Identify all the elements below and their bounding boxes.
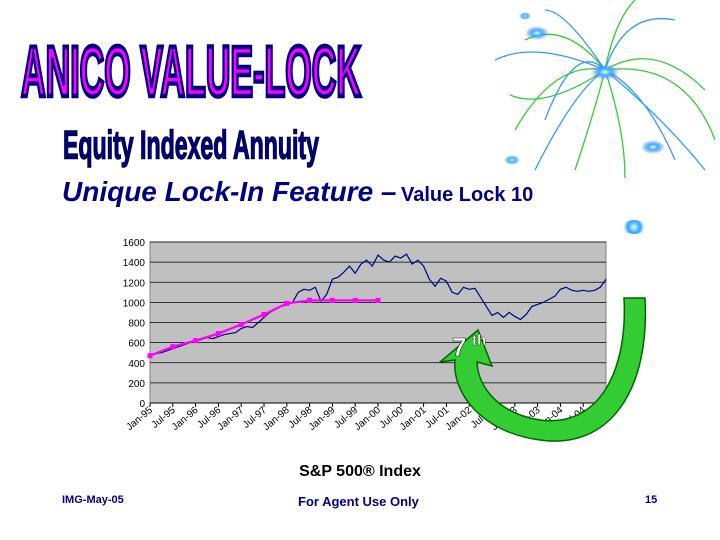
- headline-suffix: Value Lock 10: [400, 184, 534, 206]
- series-marker: [352, 297, 358, 303]
- y-tick-label: 400: [128, 359, 145, 370]
- x-axis-label: S&P 500® Index: [299, 463, 421, 480]
- y-tick-label: 0: [139, 399, 145, 410]
- series-marker: [261, 311, 267, 317]
- brand-title-logo: ANICO VALUE-LOCK: [19, 29, 362, 108]
- x-tick-label: Jan-02: [444, 405, 475, 433]
- y-tick-label: 1200: [123, 278, 146, 289]
- glow-dot-icon: [622, 220, 646, 234]
- series-marker: [170, 344, 176, 350]
- x-tick-label: Jan-97: [216, 405, 247, 433]
- annotation-superscript: th: [472, 332, 486, 349]
- series-marker: [307, 297, 313, 303]
- series-marker: [375, 297, 381, 303]
- footer-page-number: 15: [645, 494, 658, 506]
- x-tick-label: Jan-00: [352, 405, 383, 433]
- green-arrow: [437, 297, 647, 442]
- series-marker: [238, 322, 244, 328]
- footer-left: IMG-May-05: [62, 494, 124, 506]
- series-marker: [147, 353, 153, 359]
- y-tick-label: 200: [128, 379, 145, 390]
- y-tick-label: 1400: [123, 258, 146, 269]
- y-tick-label: 1600: [123, 238, 146, 249]
- firework-graphic: [494, 0, 716, 179]
- x-tick-label: Jan-96: [170, 405, 201, 433]
- y-tick-label: 1000: [123, 298, 146, 309]
- annotation-seventh: 7: [452, 332, 466, 362]
- headline-main: Unique Lock-In Feature –: [62, 176, 397, 207]
- series-line-index: [149, 253, 607, 357]
- x-tick-label: Jan-99: [307, 405, 338, 433]
- x-tick-label: Jan-98: [261, 405, 292, 433]
- headline: Unique Lock-In Feature – Value Lock 10: [62, 176, 533, 208]
- y-tick-label: 600: [128, 339, 145, 350]
- footer-center: For Agent Use Only: [298, 494, 419, 509]
- series-marker: [284, 300, 290, 306]
- series-marker: [215, 331, 221, 337]
- y-tick-label: 800: [128, 319, 145, 330]
- brand-title-text: ANICO VALUE-LOCK: [21, 31, 361, 108]
- brand-subtitle-text: Equity Indexed Annuity: [63, 123, 319, 168]
- series-marker: [193, 338, 199, 344]
- chart-x-label: S&P 500® Index: [0, 463, 720, 481]
- x-tick-label: Jan-01: [398, 405, 429, 433]
- brand-subtitle-logo: Equity Indexed Annuity: [62, 122, 319, 168]
- series-marker: [329, 297, 335, 303]
